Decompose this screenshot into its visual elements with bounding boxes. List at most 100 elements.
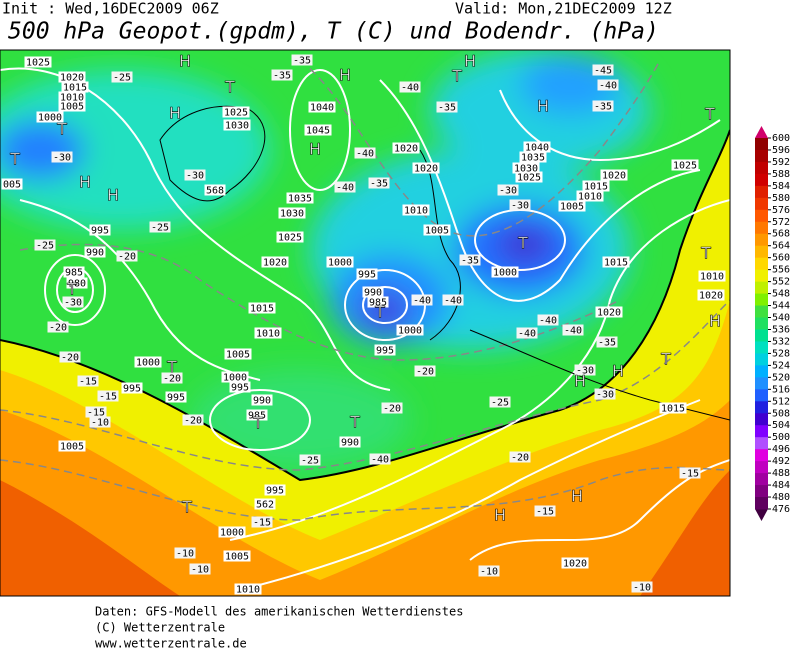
- label-box: [248, 302, 276, 314]
- isobar-label: 990: [341, 438, 359, 449]
- map-frame: [0, 49, 731, 597]
- label-box: [592, 100, 614, 112]
- isobar-label: 1015: [250, 304, 274, 315]
- pressure-center: H: [169, 104, 181, 123]
- isobar-label: 1010: [236, 585, 260, 596]
- colorbar-tick-label: 476: [772, 504, 790, 515]
- label-box: [97, 390, 119, 402]
- isobar-label: 1015: [604, 258, 628, 269]
- pressure-center: T: [166, 358, 177, 377]
- temperature-label: -40: [444, 296, 462, 307]
- isobar-label: 985: [65, 268, 83, 279]
- colorbar-tick-label: 492: [772, 456, 790, 467]
- colorbar-swatch: [755, 353, 768, 366]
- label-box: [597, 79, 619, 91]
- pressure-center: H: [79, 173, 91, 192]
- label-box: [491, 266, 519, 278]
- label-box: [251, 516, 273, 528]
- label-box: [89, 224, 111, 236]
- pressure-center: T: [181, 498, 192, 517]
- temperature-label: -40: [336, 183, 354, 194]
- label-box: [291, 54, 313, 66]
- pressure-center: H: [574, 372, 586, 391]
- isobar-label: 985: [369, 298, 387, 309]
- label-box: [512, 162, 540, 174]
- isobar-label: 990: [253, 396, 271, 407]
- label-box: [304, 124, 332, 136]
- temperature-label: -20: [511, 453, 529, 464]
- isobar-label: 995: [167, 393, 185, 404]
- isobar-label: 1000: [220, 528, 244, 539]
- colorbar-swatch: [755, 401, 768, 414]
- colorbar-bottom-arrow: [755, 509, 768, 521]
- temperature-label: -20: [184, 416, 202, 427]
- label-box: [362, 286, 384, 298]
- temperature-label: -30: [499, 186, 517, 197]
- colorbar: 6005965925885845805765725685645605565525…: [755, 126, 790, 521]
- colorbar-swatch: [755, 413, 768, 426]
- label-box: [381, 402, 403, 414]
- label-box: [161, 372, 183, 384]
- label-box: [223, 119, 251, 131]
- label-box: [223, 550, 251, 562]
- isobars: [0, 67, 730, 591]
- label-box: [121, 382, 143, 394]
- colorbar-tick-label: 496: [772, 444, 790, 455]
- warm-air: [0, 470, 730, 596]
- temperature-label: -25: [491, 398, 509, 409]
- pressure-center: H: [612, 362, 624, 381]
- label-box: [396, 324, 424, 336]
- colorbar-swatch: [755, 293, 768, 307]
- temperature-label: -10: [191, 565, 209, 576]
- valid-time: Valid: Mon,21DEC2009 12Z: [455, 0, 672, 18]
- colorbar-swatch: [755, 257, 768, 271]
- isobar-label: 1035: [521, 153, 545, 164]
- isobar-label: 1030: [225, 121, 249, 132]
- label-box: [84, 246, 106, 258]
- isobar-label: 1010: [256, 329, 280, 340]
- pressure-center: T: [349, 413, 360, 432]
- label-box: [562, 324, 584, 336]
- isobar-label: 995: [376, 346, 394, 357]
- colorbar-tick-label: 536: [772, 324, 790, 335]
- footer-line: Daten: GFS-Modell des amerikanischen Wet…: [95, 605, 463, 619]
- label-box: [515, 171, 543, 183]
- label-box: [368, 177, 390, 189]
- isobar-label: 1010: [60, 93, 84, 104]
- colorbar-tick-label: 596: [772, 145, 790, 156]
- colorbar-tick-label: 568: [772, 229, 790, 240]
- label-box: [334, 181, 356, 193]
- label-box: [519, 151, 547, 163]
- temperature-label: -20: [416, 367, 434, 378]
- temperature-label: -10: [176, 549, 194, 560]
- label-box: [254, 498, 276, 510]
- label-box: [246, 409, 268, 421]
- map-title: 500 hPa Geopot.(gpdm), T (C) und Bodendr…: [8, 19, 659, 45]
- label-box: [411, 294, 433, 306]
- label-box: [631, 581, 653, 593]
- colorbar-swatch: [755, 317, 768, 330]
- colorbar-tick-label: 480: [772, 492, 790, 503]
- isobar-label: 1010: [404, 206, 428, 217]
- label-box: [509, 451, 531, 463]
- colorbar-tick-label: 516: [772, 384, 790, 395]
- label-box: [47, 321, 69, 333]
- colorbar-swatch: [755, 485, 768, 498]
- label-box: [582, 180, 610, 192]
- temperature-label: -30: [576, 366, 594, 377]
- isobar-label: 1000: [398, 326, 422, 337]
- label-box: [271, 69, 293, 81]
- label-box: [679, 467, 701, 479]
- colorbar-swatch: [755, 365, 768, 378]
- label-box: [224, 348, 252, 360]
- init-time: Init : Wed,16DEC2009 06Z: [2, 0, 219, 18]
- isobar-label: 1015: [63, 83, 87, 94]
- isobar-label: 1025: [26, 58, 50, 69]
- isobar-label: 1025: [224, 108, 248, 119]
- temperature-label: -35: [438, 103, 456, 114]
- colorbar-swatch: [755, 437, 768, 450]
- isobar-label: 1020: [597, 308, 621, 319]
- isobar-label: 1025: [673, 161, 697, 172]
- colorbar-tick-label: 504: [772, 420, 790, 431]
- isobar-label: 980: [68, 279, 86, 290]
